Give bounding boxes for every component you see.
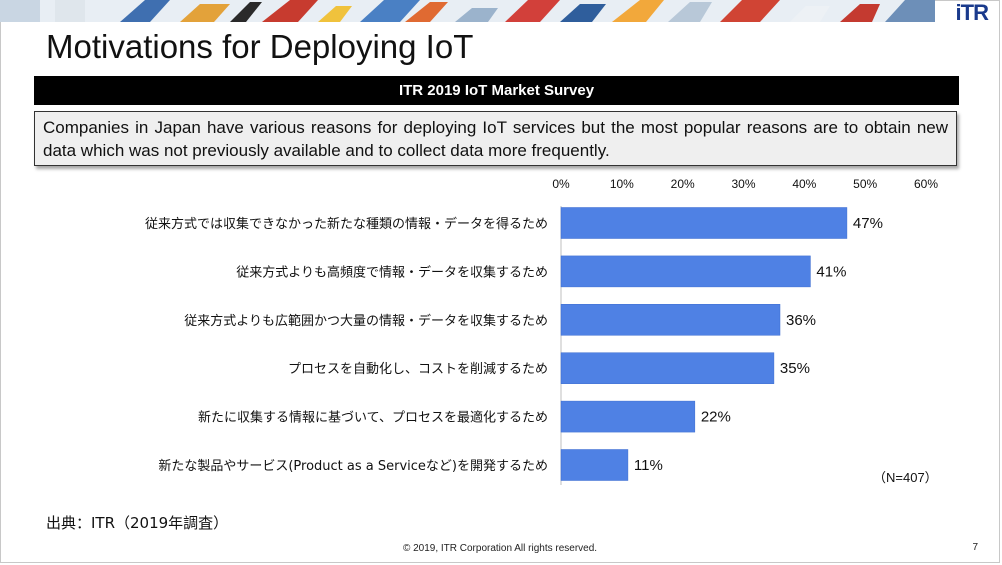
- bar: [560, 400, 696, 433]
- category-label: 従来方式よりも広範囲かつ大量の情報・データを収集するため: [184, 313, 548, 329]
- data-label: 36%: [786, 312, 816, 329]
- category-label: 新たに収集する情報に基づいて、プロセスを最適化するため: [198, 410, 548, 426]
- data-label: 11%: [634, 457, 663, 474]
- x-tick-label: 0%: [552, 177, 570, 191]
- bar: [560, 449, 629, 481]
- data-label: 47%: [853, 215, 883, 232]
- category-label: 従来方式では収集できなかった新たな種類の情報・データを得るため: [145, 216, 548, 232]
- x-tick-label: 20%: [671, 177, 695, 191]
- category-label: 新たな製品やサービス(Product as a Serviceなど)を開発するた…: [158, 458, 548, 474]
- summary-text: Companies in Japan have various reasons …: [43, 118, 948, 160]
- copyright: © 2019, ITR Corporation All rights reser…: [402, 543, 598, 554]
- sample-size-note: （N=407）: [873, 470, 938, 485]
- bar: [560, 207, 848, 239]
- data-label: 41%: [816, 263, 846, 280]
- x-tick-label: 50%: [853, 177, 877, 191]
- x-tick-label: 60%: [914, 177, 938, 191]
- bar: [560, 352, 775, 384]
- survey-title-bar: ITR 2019 IoT Market Survey: [34, 76, 959, 105]
- data-label: 35%: [780, 360, 810, 377]
- source-note: 出典：ITR（2019年調査）: [46, 514, 229, 532]
- bar-chart: 0% 10% 20% 30% 40% 50% 60% 従来方式では収集できなかった新たな種類の…: [145, 177, 938, 485]
- x-tick-label: 10%: [610, 177, 634, 191]
- data-label: 22%: [701, 409, 731, 426]
- x-tick-label: 30%: [731, 177, 755, 191]
- page-number: 7: [972, 542, 978, 553]
- decorative-banner: [0, 0, 935, 22]
- x-tick-label: 40%: [792, 177, 816, 191]
- survey-title: ITR 2019 IoT Market Survey: [398, 82, 595, 99]
- bar: [560, 255, 811, 288]
- category-label: プロセスを自動化し、コストを削減するため: [288, 361, 548, 377]
- summary-box: Companies in Japan have various reasons …: [34, 111, 957, 166]
- category-label: 従来方式よりも高頻度で情報・データを収集するため: [236, 264, 548, 280]
- page-title: Motivations for Deploying IoT: [46, 28, 474, 65]
- bar: [560, 304, 781, 336]
- itr-logo: iTR: [955, 0, 989, 25]
